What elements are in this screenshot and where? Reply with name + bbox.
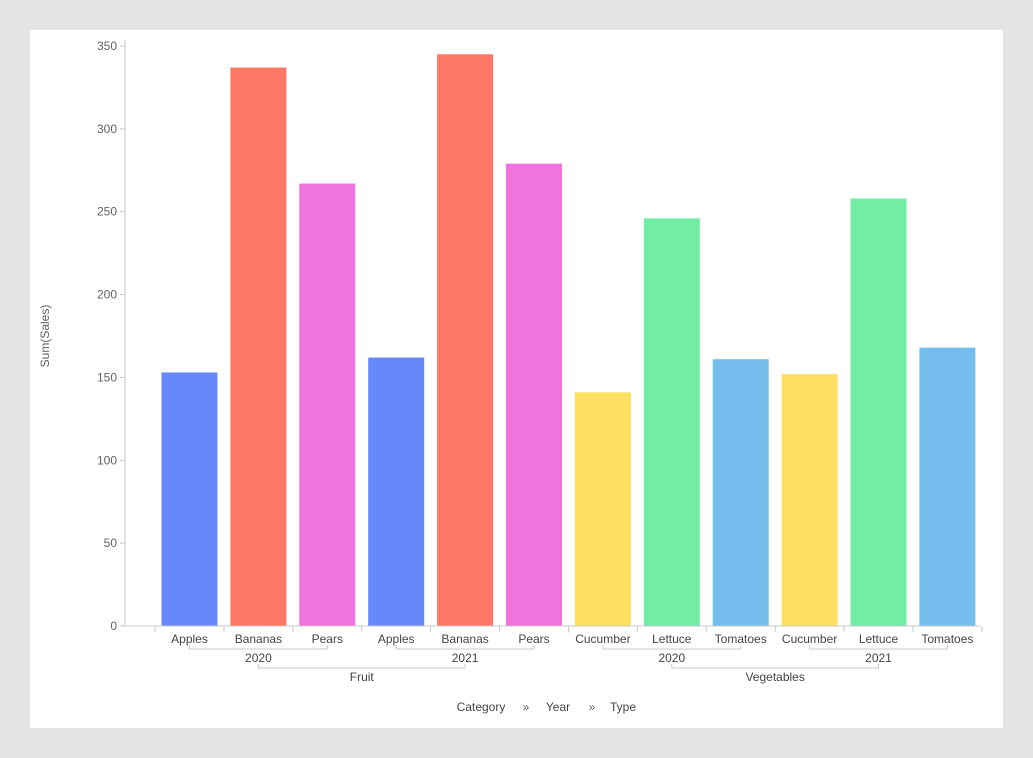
bars bbox=[161, 54, 976, 627]
y-axis: 0 50 100 150 200 250 300 350 Sum(Sales) bbox=[38, 39, 126, 633]
bar-apples-2020[interactable] bbox=[161, 372, 218, 626]
x-type-label: Cucumber bbox=[575, 632, 630, 646]
hierarchy-level-type[interactable]: Type bbox=[610, 700, 636, 714]
x-year-label: 2020 bbox=[658, 651, 685, 665]
x-year-label: 2020 bbox=[245, 651, 272, 665]
x-type-label: Tomatoes bbox=[715, 632, 767, 646]
hierarchy-separator: » bbox=[589, 700, 596, 714]
x-type-label: Apples bbox=[378, 632, 415, 646]
y-tick-label: 350 bbox=[97, 39, 117, 53]
y-tick-label: 250 bbox=[97, 205, 117, 219]
x-type-label: Apples bbox=[171, 632, 208, 646]
bar-pears-2020[interactable] bbox=[299, 183, 356, 627]
bar-pears-2021[interactable] bbox=[506, 163, 562, 626]
y-tick-label: 50 bbox=[104, 536, 118, 550]
year-bracket bbox=[395, 645, 535, 650]
bar-apples-2021[interactable] bbox=[368, 357, 425, 626]
bar-chart: 0 50 100 150 200 250 300 350 Sum(Sales) Apples Ba… bbox=[38, 39, 983, 714]
x-type-label: Pears bbox=[312, 632, 343, 646]
x-axis: Apples Bananas Pears 2020 Apples Bananas Pears… bbox=[125, 625, 983, 684]
bar-bananas-2020[interactable] bbox=[230, 67, 287, 627]
x-year-label: 2021 bbox=[865, 651, 892, 665]
category-bracket bbox=[257, 664, 466, 669]
y-axis-title: Sum(Sales) bbox=[38, 305, 52, 368]
hierarchy-level-year[interactable]: Year bbox=[546, 700, 570, 714]
year-bracket bbox=[189, 645, 328, 650]
x-type-label: Pears bbox=[518, 632, 549, 646]
chart-panel: 0 50 100 150 200 250 300 350 Sum(Sales) Apples Ba… bbox=[30, 30, 1003, 728]
bar-tomatoes-2021[interactable] bbox=[919, 347, 976, 626]
y-tick-label: 200 bbox=[97, 288, 117, 302]
y-tick-label: 100 bbox=[97, 453, 117, 467]
bar-cucumber-2021[interactable] bbox=[781, 374, 838, 626]
bar-lettuce-2020[interactable] bbox=[643, 218, 700, 627]
y-tick-label: 0 bbox=[110, 619, 117, 633]
bar-bananas-2021[interactable] bbox=[437, 54, 494, 627]
x-type-label: Lettuce bbox=[859, 632, 899, 646]
bar-cucumber-2020[interactable] bbox=[574, 392, 631, 626]
y-tick-label: 150 bbox=[97, 370, 117, 384]
category-bracket bbox=[671, 664, 879, 669]
hierarchy-separator: » bbox=[523, 700, 530, 714]
hierarchy-level-category[interactable]: Category bbox=[457, 700, 506, 714]
x-year-label: 2021 bbox=[452, 651, 479, 665]
hierarchy-selector[interactable]: Category » Year » Type bbox=[457, 700, 637, 714]
y-tick-label: 300 bbox=[97, 122, 117, 136]
x-type-label: Tomatoes bbox=[921, 632, 973, 646]
x-type-label: Cucumber bbox=[782, 632, 837, 646]
x-type-label: Lettuce bbox=[652, 632, 692, 646]
bar-tomatoes-2020[interactable] bbox=[712, 359, 769, 626]
x-type-label: Bananas bbox=[441, 632, 488, 646]
year-bracket bbox=[809, 645, 948, 650]
x-type-label: Bananas bbox=[235, 632, 282, 646]
bar-lettuce-2021[interactable] bbox=[850, 198, 907, 626]
x-category-label: Vegetables bbox=[745, 670, 804, 684]
x-category-label: Fruit bbox=[350, 670, 375, 684]
year-bracket bbox=[602, 645, 742, 650]
